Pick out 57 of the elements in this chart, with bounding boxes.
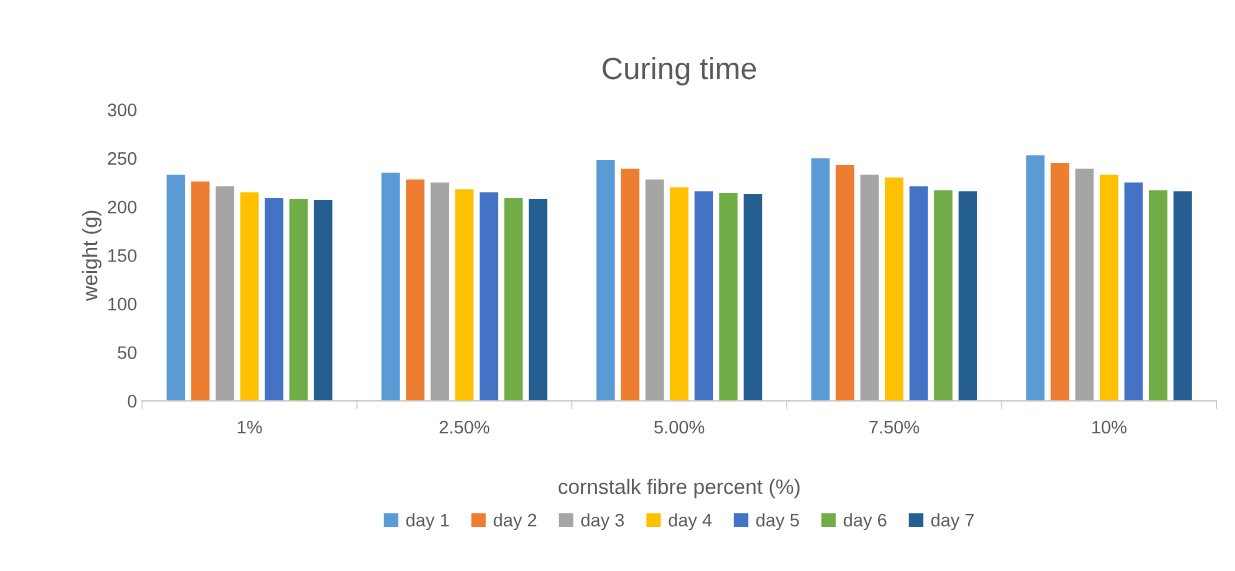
bar: [406, 179, 425, 401]
y-axis-title: weight (g): [82, 210, 102, 301]
bar: [958, 191, 978, 401]
bar: [670, 187, 689, 401]
y-tick-label: 200: [107, 200, 137, 214]
y-tick-label: 300: [107, 103, 137, 117]
bar: [264, 197, 284, 401]
legend-label: day 2: [493, 513, 537, 531]
bar: [1148, 190, 1168, 401]
bar: [1075, 168, 1094, 401]
x-tick-label: 1%: [237, 420, 262, 434]
x-tick-label: 5.00%: [654, 420, 705, 434]
bar: [313, 199, 333, 401]
y-tick-label: 50: [117, 346, 137, 360]
bar: [811, 158, 830, 401]
bar: [596, 160, 615, 401]
bar: [645, 179, 664, 401]
bar: [166, 174, 185, 401]
bar: [743, 194, 763, 401]
legend-label: day 7: [931, 513, 974, 531]
bar: [620, 168, 640, 401]
bar: [934, 190, 953, 401]
bar: [884, 177, 904, 401]
bar: [1124, 182, 1143, 401]
bar: [835, 164, 855, 401]
y-tick-label: 250: [107, 152, 137, 165]
y-tick-label: 100: [108, 297, 137, 311]
bar: [719, 193, 738, 401]
legend-label: day 5: [756, 513, 799, 531]
x-tick-label: 7.50%: [869, 420, 920, 434]
bar: [909, 186, 928, 401]
legend-label: day 3: [581, 513, 624, 531]
bar: [191, 181, 210, 401]
legend-label: day 4: [668, 513, 712, 531]
legend-label: day 6: [843, 513, 887, 531]
bar: [479, 192, 499, 401]
x-axis-title: cornstalk fibre percent (%): [558, 478, 800, 499]
bar: [381, 172, 400, 401]
bar: [694, 191, 714, 401]
bar: [215, 186, 235, 401]
x-tick-label: 2.50%: [439, 420, 490, 434]
y-tick-label: 150: [108, 249, 137, 262]
bar: [289, 198, 308, 401]
bar: [1050, 163, 1070, 401]
x-tick-label: 10%: [1092, 420, 1127, 434]
bar: [455, 189, 474, 401]
bar: [240, 192, 259, 401]
y-tick-label: 0: [127, 394, 137, 408]
bar: [1099, 174, 1119, 401]
legend-label: day 1: [406, 513, 449, 531]
bar: [1173, 191, 1192, 401]
bar: [430, 182, 450, 401]
bar: [504, 197, 523, 401]
bar: [1026, 155, 1045, 401]
chart-title: Curing time: [602, 56, 757, 86]
bar: [860, 174, 879, 401]
bar: [528, 198, 548, 401]
